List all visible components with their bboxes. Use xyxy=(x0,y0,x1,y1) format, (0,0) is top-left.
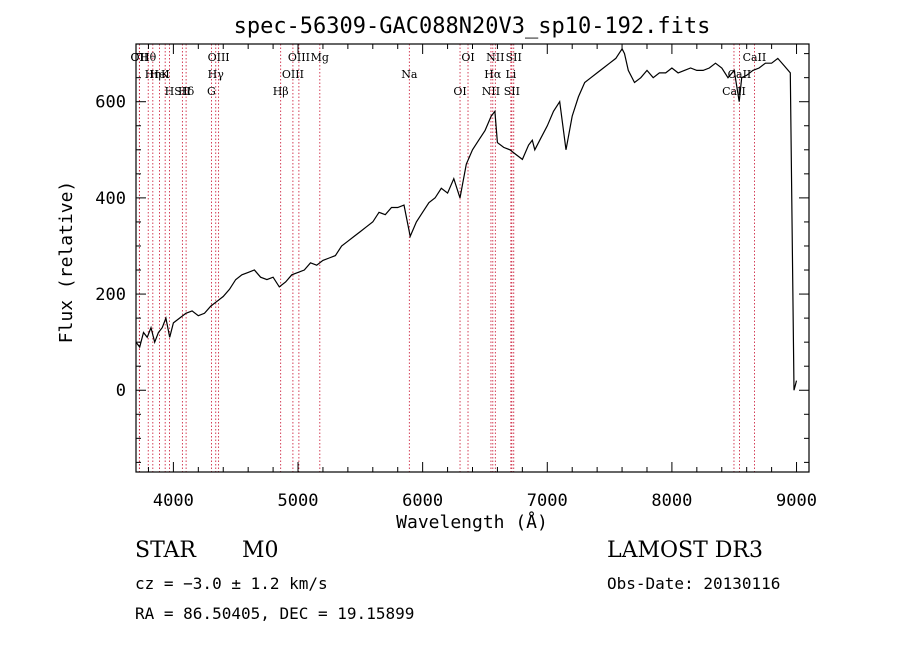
spectral-line-label: OII xyxy=(131,51,149,64)
y-axis-label: Flux (relative) xyxy=(56,181,77,344)
spectral-line-label: SII xyxy=(174,85,190,98)
spectral-line-label: H xyxy=(165,85,175,98)
spectral-line-label: OI xyxy=(453,85,466,98)
chart-title: spec-56309-GAC088N20V3_sp10-192.fits xyxy=(234,14,711,39)
object-class: STAR xyxy=(135,538,196,563)
x-axis-label: Wavelength (Å) xyxy=(396,511,548,533)
spectral-line-label: Li xyxy=(505,68,516,81)
x-tick-label: 5000 xyxy=(278,491,319,511)
spectral-line-label: OIII xyxy=(208,51,230,64)
spectral-line-label: OIII xyxy=(282,68,304,81)
survey-name: LAMOST DR3 xyxy=(607,538,763,563)
spectral-line-label: CaII xyxy=(722,85,746,98)
spectral-line-label: Hθ xyxy=(140,51,157,64)
spectral-line-markers xyxy=(138,44,755,472)
spectrum-line xyxy=(135,47,798,391)
spectral-line-label: Hγ xyxy=(208,68,225,81)
object-subclass: M0 xyxy=(242,538,279,563)
spectral-line-label: NII xyxy=(482,85,500,98)
plot-frame xyxy=(135,43,810,473)
spectral-line-label: Hδ xyxy=(178,85,195,98)
x-tick-label: 4000 xyxy=(153,491,194,511)
spectral-line-label: Hβ xyxy=(273,85,289,98)
spectral-line-labels: HθKHδOIIHeISIIOIIHηHOIIIHγGOIIIOIIIHβMgN… xyxy=(131,51,767,98)
spectral-line-label: OIII xyxy=(288,51,310,64)
spectral-line-label: Hα xyxy=(484,68,502,81)
y-tick-label: 0 xyxy=(116,381,126,401)
spectral-line-label: SII xyxy=(504,85,520,98)
y-tick-label: 400 xyxy=(95,189,126,209)
y-tick-label: 600 xyxy=(95,93,126,113)
spectral-line-label: HeI xyxy=(149,68,169,81)
x-axis-ticks: 4000 5000 6000 7000 8000 9000 xyxy=(147,44,817,511)
spectral-line-label: K xyxy=(161,68,170,81)
redshift-text: cz = −3.0 ± 1.2 km/s xyxy=(135,574,328,593)
y-tick-label: 200 xyxy=(95,285,126,305)
observation-date: Obs-Date: 20130116 xyxy=(607,574,781,593)
x-tick-label: 7000 xyxy=(527,491,568,511)
spectral-line-label: G xyxy=(207,85,216,98)
spectral-line-label: OI xyxy=(461,51,474,64)
x-tick-label: 6000 xyxy=(402,491,443,511)
spectral-line-label: Na xyxy=(401,68,418,81)
spectral-line-label: Mg xyxy=(311,51,329,64)
spectral-line-label: OII xyxy=(131,51,149,64)
coordinates-text: RA = 86.50405, DEC = 19.15899 xyxy=(135,604,415,623)
x-tick-label: 9000 xyxy=(776,491,817,511)
x-tick-label: 8000 xyxy=(651,491,692,511)
spectral-line-label: NII xyxy=(486,51,504,64)
spectral-line-label: Hη xyxy=(145,68,161,81)
spectral-line-label: CaII xyxy=(743,51,767,64)
spectral-line-label: SII xyxy=(506,51,522,64)
y-axis-ticks: 0 200 400 600 xyxy=(95,53,809,463)
